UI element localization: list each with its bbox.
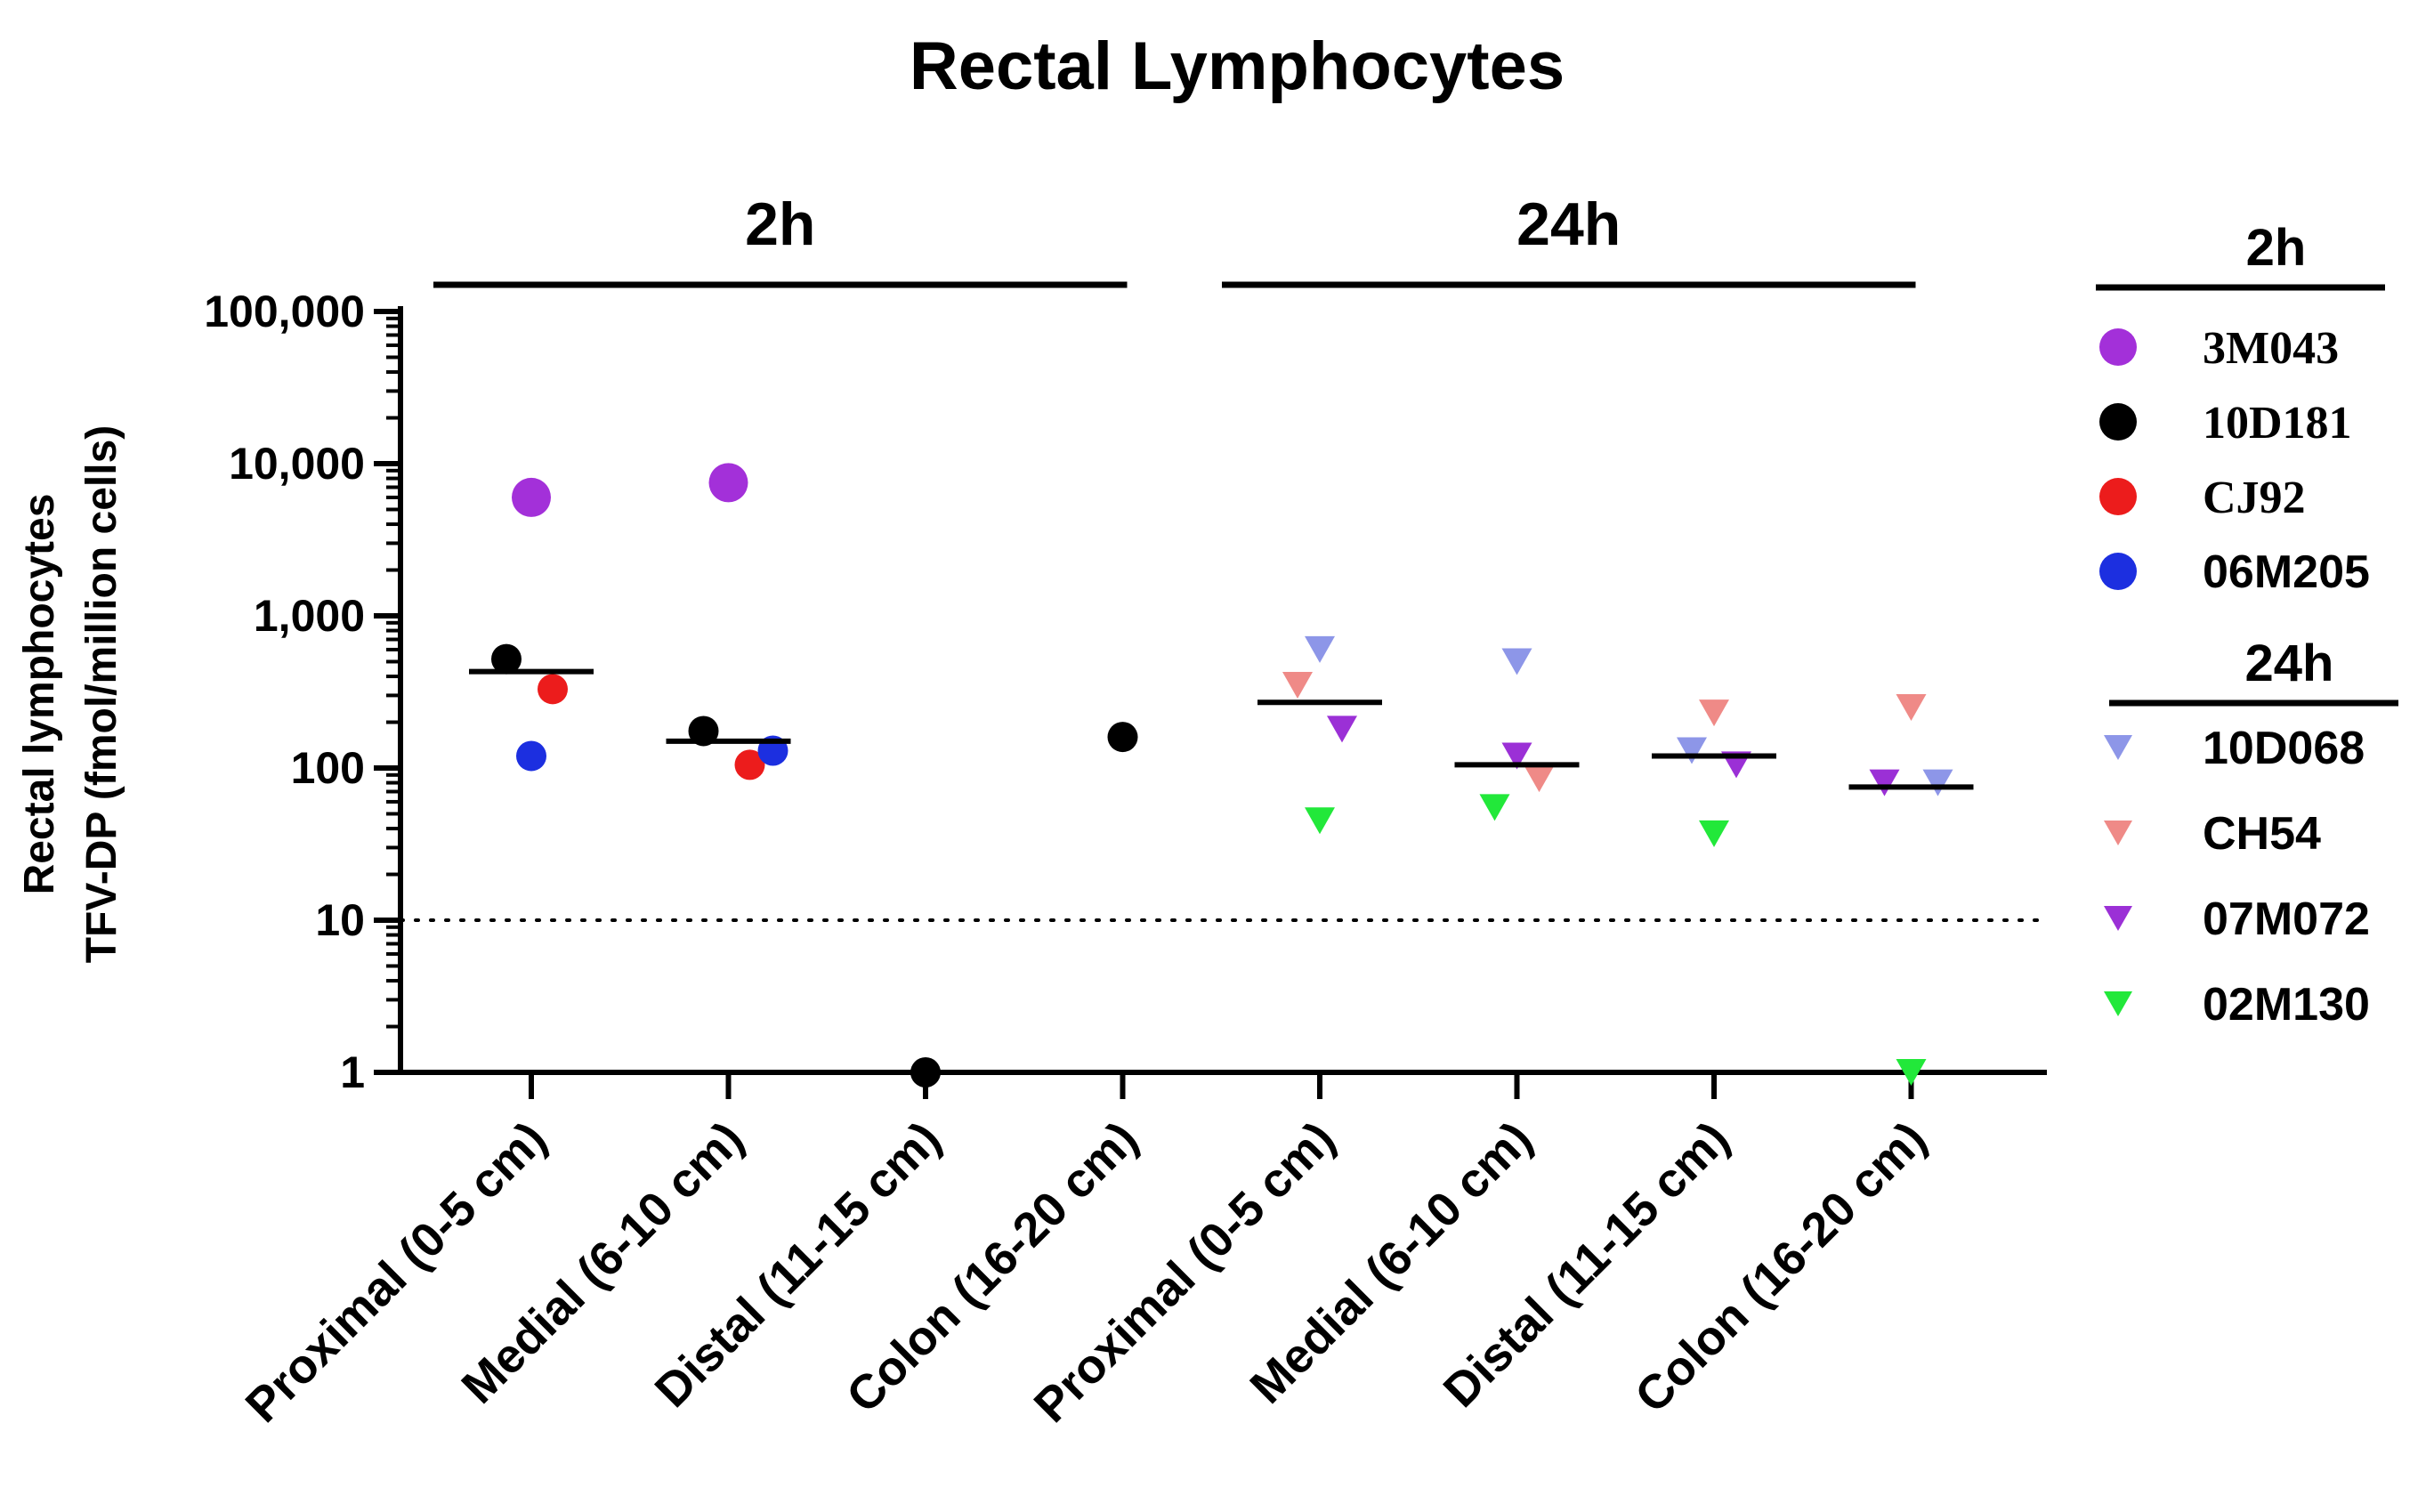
legend-marker-10D181 <box>2099 403 2137 441</box>
data-point-10D068-7 <box>1922 769 1953 796</box>
data-point-CJ92-0 <box>538 674 568 705</box>
legend-label-02M130: 02M130 <box>2203 979 2370 1031</box>
data-point-07M072-4 <box>1327 716 1357 743</box>
data-point-3M043-1 <box>708 463 748 503</box>
data-point-10D181-3 <box>1107 722 1138 753</box>
data-point-10D181-0 <box>491 643 522 675</box>
y-axis-label-line-1: Rectal lymphocytes <box>16 494 63 895</box>
data-point-CH54-7 <box>1896 693 1927 721</box>
legend-label-CH54: CH54 <box>2203 808 2321 860</box>
y-tick-label-0: 1 <box>340 1047 365 1097</box>
data-point-10D068-6 <box>1677 737 1707 764</box>
group-label-2h: 2h <box>745 190 815 258</box>
legend-heading-2h: 2h <box>2246 219 2307 277</box>
data-point-02M130-4 <box>1305 807 1335 835</box>
y-tick-label-3: 1,000 <box>254 591 365 641</box>
legend-marker-10D068 <box>2104 735 2132 760</box>
chart-title: Rectal Lymphocytes <box>910 28 1565 104</box>
legend-label-CJ92: CJ92 <box>2203 473 2306 523</box>
y-axis-label-line-2: TFV-DP (fmol/million cells) <box>78 425 125 964</box>
data-point-10D181-2 <box>910 1057 941 1088</box>
data-point-07M072-5 <box>1501 742 1532 770</box>
y-tick-label-2: 100 <box>291 743 365 793</box>
data-point-02M130-7 <box>1896 1059 1927 1086</box>
y-tick-label-4: 10,000 <box>229 439 365 489</box>
legend-label-07M072: 07M072 <box>2203 893 2370 945</box>
data-point-CH54-5 <box>1524 765 1555 793</box>
y-tick-label-1: 10 <box>315 895 365 945</box>
legend-marker-06M205 <box>2099 553 2137 590</box>
legend-label-10D181: 10D181 <box>2203 398 2352 449</box>
legend-label-3M043: 3M043 <box>2203 323 2339 374</box>
data-point-CH54-6 <box>1699 699 1729 727</box>
data-point-10D068-5 <box>1501 648 1532 675</box>
data-point-CJ92-1 <box>734 749 765 780</box>
data-point-3M043-0 <box>512 477 551 517</box>
y-tick-label-5: 100,000 <box>204 287 365 336</box>
data-point-06M205-0 <box>516 740 546 772</box>
legend-label-06M205: 06M205 <box>2203 546 2370 598</box>
legend-marker-CJ92 <box>2099 478 2137 515</box>
legend-marker-02M130 <box>2104 991 2132 1016</box>
legend-label-10D068: 10D068 <box>2203 723 2365 774</box>
legend-marker-07M072 <box>2104 906 2132 931</box>
legend-marker-3M043 <box>2099 328 2137 366</box>
data-point-10D068-4 <box>1305 635 1335 663</box>
data-point-07M072-7 <box>1869 769 1900 796</box>
legend-heading-24h: 24h <box>2245 635 2334 692</box>
group-label-24h: 24h <box>1516 190 1621 258</box>
data-point-02M130-5 <box>1479 794 1510 821</box>
data-point-02M130-6 <box>1699 820 1729 847</box>
legend-marker-CH54 <box>2104 821 2132 845</box>
data-point-CH54-4 <box>1282 671 1313 699</box>
